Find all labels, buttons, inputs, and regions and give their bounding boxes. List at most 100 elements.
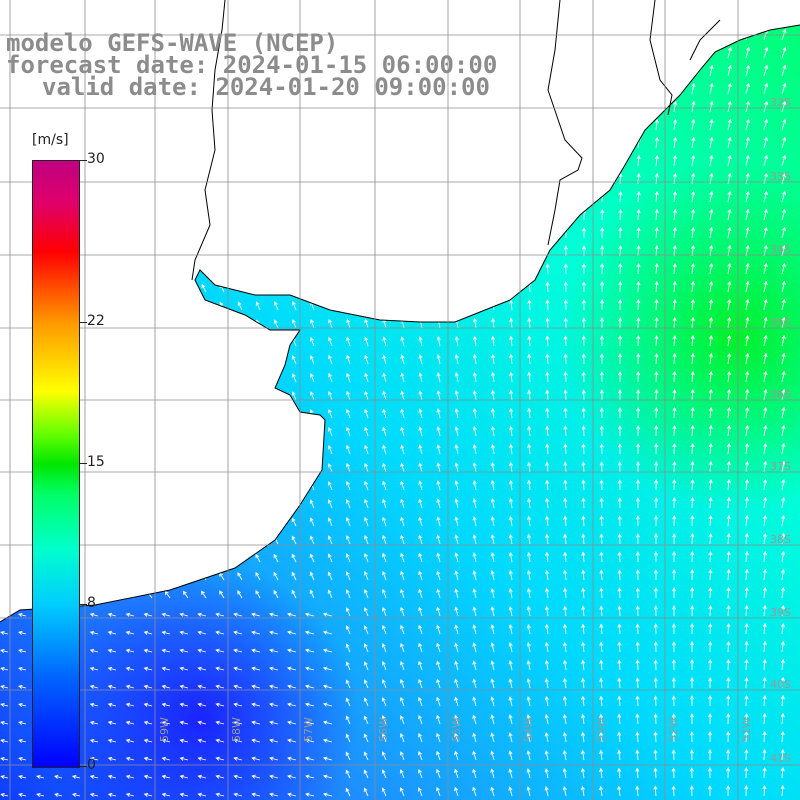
wind-arrow	[107, 792, 117, 797]
wind-arrow	[527, 101, 532, 113]
wind-arrow	[54, 792, 63, 797]
wind-arrow	[165, 428, 171, 437]
wind-arrow	[251, 756, 261, 761]
wind-arrow	[129, 302, 135, 311]
colorbar-tick-label: 15	[87, 454, 105, 470]
wind-arrow	[508, 750, 513, 761]
wind-arrow	[328, 300, 333, 311]
wind-arrow	[763, 442, 768, 455]
wind-arrow	[454, 660, 459, 671]
wind-arrow	[291, 373, 297, 383]
wind-arrow	[233, 684, 243, 689]
wind-arrow	[545, 533, 550, 545]
wind-arrow	[89, 756, 99, 761]
wind-arrow	[708, 334, 714, 347]
wind-arrow	[345, 553, 351, 563]
wind-arrow	[164, 590, 171, 599]
wind-arrow	[491, 191, 496, 203]
wind-arrow	[581, 551, 586, 563]
wind-arrow	[269, 648, 279, 653]
longitude-label: 51W	[740, 717, 753, 742]
wind-arrow	[273, 589, 279, 599]
wind-arrow	[745, 100, 750, 113]
wind-arrow	[20, 357, 27, 365]
wind-arrow	[490, 443, 495, 455]
wind-arrow	[635, 479, 640, 491]
wind-arrow	[508, 533, 513, 545]
wind-arrow	[454, 480, 459, 491]
wind-arrow	[563, 569, 568, 581]
longitude-label: 53W	[595, 717, 608, 742]
wind-arrow	[292, 156, 297, 167]
wind-arrow	[708, 370, 713, 383]
wind-arrow	[129, 194, 135, 203]
wind-arrow	[526, 533, 532, 545]
wind-arrow	[472, 353, 477, 365]
wind-arrow	[107, 612, 117, 617]
wind-arrow	[600, 155, 605, 167]
wind-arrow	[143, 630, 153, 635]
wind-arrow	[201, 464, 207, 473]
wind-arrow	[653, 659, 658, 671]
wind-arrow	[418, 282, 423, 293]
wind-arrow	[508, 479, 513, 491]
wind-arrow	[781, 496, 786, 509]
wind-arrow	[636, 46, 642, 59]
wind-arrow	[472, 480, 477, 491]
wind-arrow	[618, 263, 623, 275]
wind-arrow	[418, 173, 423, 185]
wind-arrow	[89, 612, 99, 617]
wind-arrow	[544, 731, 549, 743]
wind-arrow	[146, 428, 153, 437]
wind-arrow	[381, 751, 387, 761]
wind-arrow	[635, 785, 640, 797]
wind-arrow	[490, 696, 495, 707]
wind-arrow	[201, 536, 207, 545]
wind-arrow	[527, 335, 532, 347]
wind-arrow	[364, 300, 369, 311]
wind-arrow	[286, 612, 297, 617]
wind-arrow	[165, 139, 171, 149]
wind-arrow	[328, 210, 333, 221]
wind-arrow	[110, 519, 117, 527]
wind-arrow	[690, 334, 695, 347]
wind-arrow	[599, 587, 604, 599]
wind-arrow	[490, 335, 496, 347]
wind-arrow	[400, 210, 405, 221]
wind-arrow	[237, 121, 243, 131]
wind-arrow	[183, 500, 189, 509]
wind-arrow	[436, 227, 441, 239]
wind-arrow	[346, 426, 351, 437]
wind-arrow	[219, 428, 225, 437]
wind-arrow	[146, 500, 153, 509]
wind-arrow	[527, 353, 532, 365]
wind-arrow	[671, 641, 676, 653]
wind-arrow	[618, 154, 623, 167]
wind-arrow	[563, 497, 568, 509]
wind-arrow	[545, 335, 550, 347]
wind-arrow	[454, 714, 459, 725]
wind-arrow	[147, 410, 153, 419]
wind-arrow	[328, 120, 333, 131]
wind-arrow	[251, 774, 261, 779]
wind-arrow	[745, 424, 750, 437]
wind-arrow	[161, 774, 171, 779]
wind-arrow	[527, 443, 532, 455]
wind-arrow	[346, 174, 351, 185]
wind-arrow	[418, 227, 423, 239]
wind-arrow	[436, 281, 441, 293]
wind-arrow	[128, 392, 135, 401]
wind-arrow	[92, 302, 99, 311]
wind-arrow	[309, 589, 315, 599]
wind-arrow	[509, 47, 514, 59]
wind-arrow	[472, 263, 478, 275]
wind-arrow	[2, 339, 9, 347]
wind-arrow	[89, 738, 99, 743]
wind-arrow	[418, 264, 423, 275]
wind-arrow	[617, 659, 622, 671]
wind-arrow	[635, 461, 641, 472]
wind-arrow	[400, 588, 405, 599]
wind-arrow	[781, 298, 786, 311]
wind-arrow	[179, 612, 189, 617]
wind-arrow	[745, 190, 750, 203]
